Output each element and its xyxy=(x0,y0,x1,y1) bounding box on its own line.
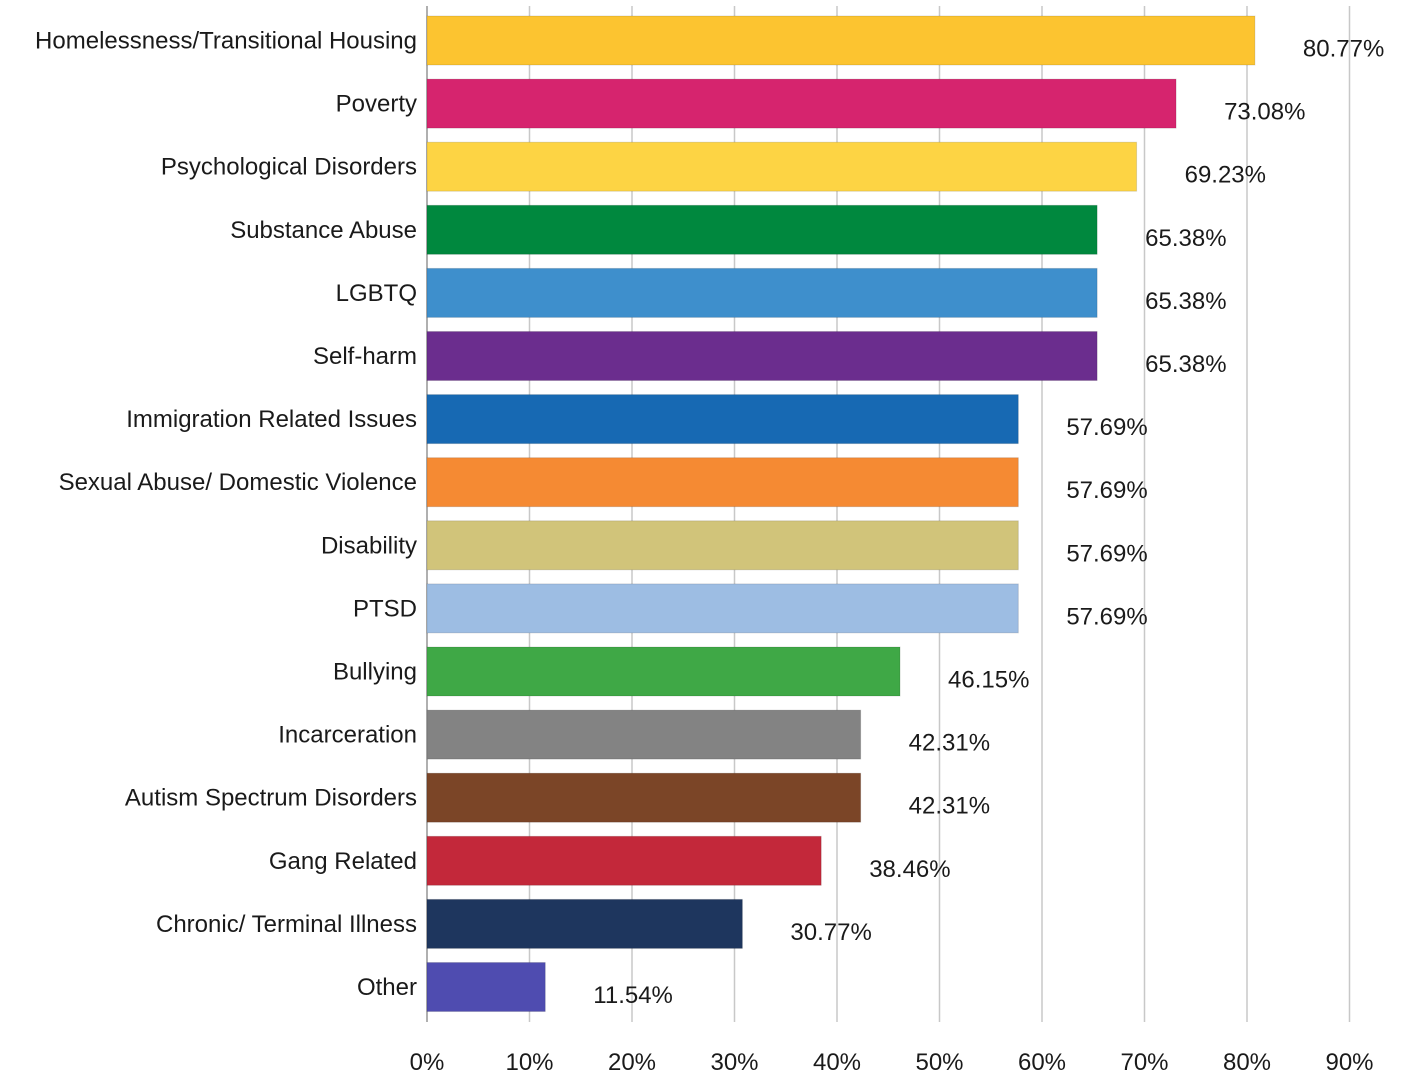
data-label: 65.38% xyxy=(1145,288,1226,315)
category-label: Self-harm xyxy=(313,343,417,370)
category-label: Disability xyxy=(321,532,417,559)
x-tick-label: 40% xyxy=(813,1049,861,1076)
x-tick-label: 0% xyxy=(410,1049,445,1076)
data-label: 30.77% xyxy=(790,919,871,946)
data-label: 42.31% xyxy=(909,793,990,820)
bar xyxy=(426,898,743,949)
data-label: 80.77% xyxy=(1303,36,1384,63)
x-tick-label: 50% xyxy=(915,1049,963,1076)
category-label: Other xyxy=(357,974,417,1001)
bar xyxy=(426,78,1177,129)
data-label: 69.23% xyxy=(1185,162,1266,189)
category-label: Poverty xyxy=(336,91,417,118)
category-label: PTSD xyxy=(353,595,417,622)
category-label: Chronic/ Terminal Illness xyxy=(156,911,417,938)
category-label: Sexual Abuse/ Domestic Violence xyxy=(59,469,417,496)
category-label: Gang Related xyxy=(269,848,417,875)
bar xyxy=(426,141,1138,192)
value-labels: 80.77% 73.08% 69.23% 65.38% 65.38% 65.38% 57.6… xyxy=(593,36,1384,1010)
data-label: 73.08% xyxy=(1224,99,1305,126)
category-label: Autism Spectrum Disorders xyxy=(125,785,417,812)
x-tick-label: 80% xyxy=(1223,1049,1271,1076)
x-tick-label: 20% xyxy=(608,1049,656,1076)
category-label: Substance Abuse xyxy=(230,217,417,244)
category-label: Immigration Related Issues xyxy=(126,406,417,433)
x-tick-label: 70% xyxy=(1120,1049,1168,1076)
bar xyxy=(426,835,822,886)
data-label: 46.15% xyxy=(948,667,1029,694)
data-label: 57.69% xyxy=(1066,540,1147,567)
bar xyxy=(426,709,862,760)
data-label: 57.69% xyxy=(1066,414,1147,441)
category-label: Psychological Disorders xyxy=(161,154,417,181)
bar xyxy=(426,962,546,1012)
bar xyxy=(426,15,1256,66)
category-label: Bullying xyxy=(333,659,417,686)
bar xyxy=(426,457,1019,508)
data-label: 57.69% xyxy=(1066,603,1147,630)
x-tick-label: 60% xyxy=(1018,1049,1066,1076)
bar xyxy=(426,267,1098,318)
data-label: 57.69% xyxy=(1066,477,1147,504)
category-label: Homelessness/Transitional Housing xyxy=(35,28,417,55)
bar xyxy=(426,583,1019,634)
data-label: 65.38% xyxy=(1145,351,1226,378)
bar xyxy=(426,204,1098,255)
category-labels: Homelessness/Transitional Housing Poverty… xyxy=(35,28,417,1002)
bar xyxy=(426,331,1098,381)
bar xyxy=(426,646,901,697)
x-tick-label: 30% xyxy=(710,1049,758,1076)
x-tick-label: 90% xyxy=(1325,1049,1373,1076)
data-label: 42.31% xyxy=(909,730,990,757)
category-label: LGBTQ xyxy=(336,280,417,307)
data-label: 11.54% xyxy=(593,982,673,1009)
data-label: 65.38% xyxy=(1145,225,1226,252)
bar xyxy=(426,772,862,823)
bars xyxy=(426,15,1256,1012)
bar xyxy=(426,520,1019,571)
category-label: Incarceration xyxy=(278,722,417,749)
x-tick-label: 10% xyxy=(505,1049,553,1076)
bar xyxy=(426,394,1019,445)
x-axis-tick-labels: 0% 10% 20% 30% 40% 50% 60% 70% 80% 90% xyxy=(410,1049,1374,1076)
data-label: 38.46% xyxy=(869,856,950,883)
